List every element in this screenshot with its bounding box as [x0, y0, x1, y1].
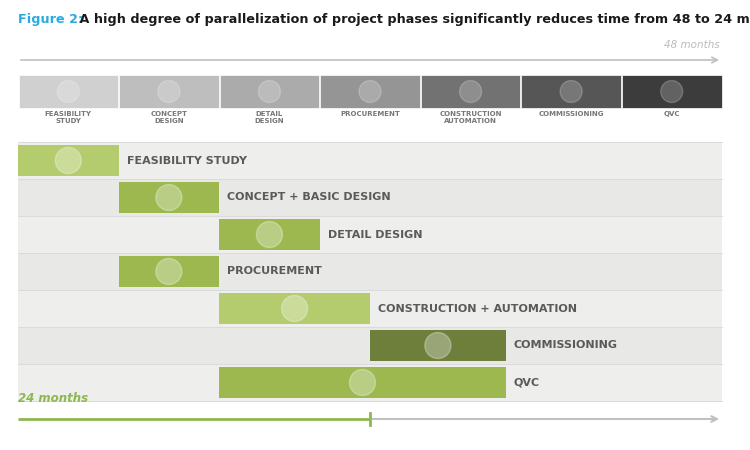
Bar — [421, 75, 520, 108]
Bar — [18, 291, 722, 327]
Text: COMMISSIONING: COMMISSIONING — [514, 341, 618, 351]
Circle shape — [460, 81, 482, 103]
Circle shape — [560, 81, 582, 103]
Circle shape — [156, 184, 182, 211]
Bar — [18, 328, 722, 364]
Bar — [18, 364, 722, 400]
Circle shape — [156, 258, 182, 284]
Text: FEASIBILITY STUDY: FEASIBILITY STUDY — [127, 156, 247, 166]
Text: COMMISSIONING: COMMISSIONING — [538, 111, 604, 117]
Text: A high degree of parallelization of project phases significantly reduces time fr: A high degree of parallelization of proj… — [75, 13, 750, 26]
Circle shape — [57, 81, 80, 103]
Text: FEASIBILITY
STUDY: FEASIBILITY STUDY — [45, 111, 92, 124]
Circle shape — [259, 81, 280, 103]
Circle shape — [281, 296, 308, 321]
Bar — [219, 367, 506, 398]
Text: PROCUREMENT: PROCUREMENT — [227, 266, 322, 276]
Text: CONSTRUCTION
AUTOMATION: CONSTRUCTION AUTOMATION — [440, 111, 502, 124]
Bar — [19, 75, 118, 108]
Text: CONSTRUCTION + AUTOMATION: CONSTRUCTION + AUTOMATION — [378, 303, 577, 314]
Text: QVC: QVC — [664, 111, 680, 117]
Bar — [220, 75, 320, 108]
Text: DETAIL DESIGN: DETAIL DESIGN — [328, 230, 422, 239]
Circle shape — [350, 369, 376, 396]
Bar — [370, 330, 506, 361]
Bar — [18, 216, 722, 252]
Bar — [118, 182, 219, 213]
Text: QVC: QVC — [514, 378, 540, 387]
Circle shape — [56, 148, 81, 174]
Text: Figure 2:: Figure 2: — [18, 13, 83, 26]
Circle shape — [424, 333, 451, 359]
Bar — [18, 180, 722, 216]
Bar — [18, 253, 722, 289]
Bar — [219, 293, 370, 324]
Text: DETAIL
DESIGN: DETAIL DESIGN — [254, 111, 284, 124]
Circle shape — [359, 81, 381, 103]
Bar — [320, 75, 420, 108]
Bar — [18, 145, 118, 176]
Circle shape — [256, 221, 283, 248]
Bar — [521, 75, 621, 108]
Circle shape — [158, 81, 180, 103]
Bar — [219, 219, 320, 250]
Bar — [18, 143, 722, 179]
Text: CONCEPT + BASIC DESIGN: CONCEPT + BASIC DESIGN — [227, 193, 391, 202]
Bar — [118, 256, 219, 287]
Text: 48 months: 48 months — [664, 40, 720, 50]
Bar — [119, 75, 219, 108]
Text: 24 months: 24 months — [18, 392, 88, 405]
Text: PROCUREMENT: PROCUREMENT — [340, 111, 400, 117]
Text: CONCEPT
DESIGN: CONCEPT DESIGN — [150, 111, 188, 124]
Circle shape — [661, 81, 682, 103]
Bar — [622, 75, 722, 108]
